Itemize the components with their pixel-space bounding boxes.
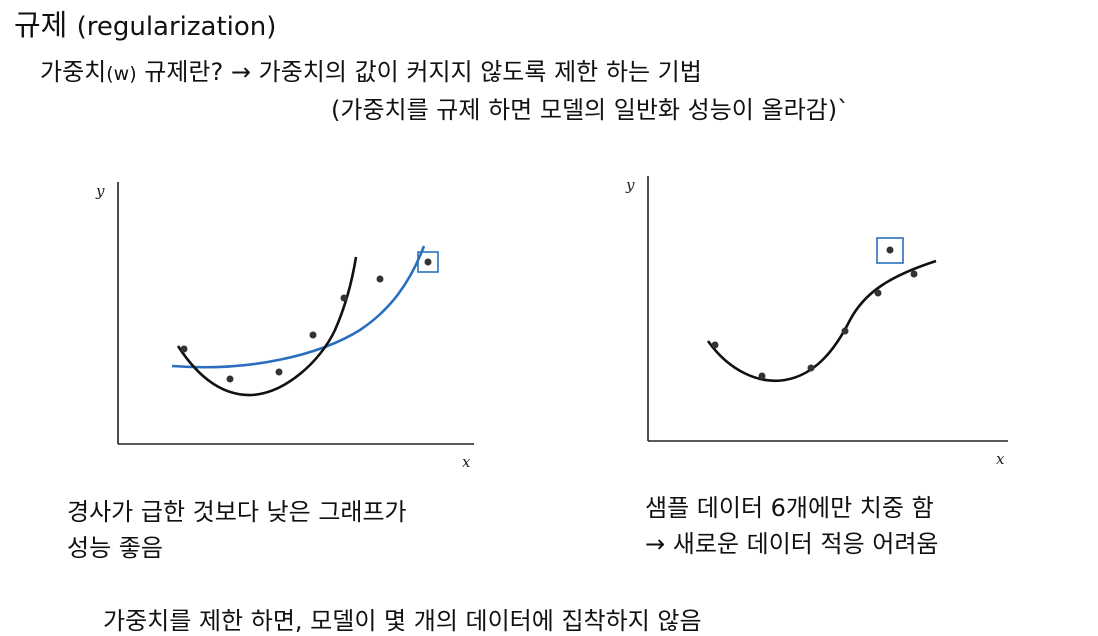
definition-arrow: →	[230, 58, 251, 86]
right-caption-arrow: →	[645, 530, 666, 558]
right-plot-point	[807, 364, 815, 372]
right-caption-line2-row: → 새로운 데이터 적응 어려움	[645, 526, 939, 562]
definition-meaning: 가중치의 값이 커지지 않도록 제한 하는 기법	[258, 58, 702, 86]
right-plot-x-label: x	[996, 450, 1005, 468]
definition-term-tail: 규제란?	[136, 58, 224, 86]
definition-term: 가중치	[40, 58, 107, 86]
left-plot-point	[424, 258, 432, 266]
title-sub: (regularization)	[76, 12, 277, 42]
definition-note: (가중치를 규제 하면 모델의 일반화 성능이 올라감)`	[331, 96, 850, 124]
right-plot-point	[711, 341, 719, 349]
bottom-note: 가중치를 제한 하면, 모델이 몇 개의 데이터에 집착하지 않음	[103, 607, 702, 635]
definition-term-sub: (w)	[106, 63, 137, 85]
left-plot-steep-curve	[176, 256, 358, 397]
title-main: 규제	[14, 8, 68, 42]
right-plot-point	[874, 289, 882, 297]
left-plot-point	[226, 375, 234, 383]
left-plot-point	[180, 345, 188, 353]
right-caption-line1: 샘플 데이터 6개에만 치중 함	[645, 494, 934, 522]
left-plot-point	[275, 368, 283, 376]
right-plot-point	[886, 246, 894, 254]
right-plot-point	[910, 270, 918, 278]
left-plot-point	[340, 294, 348, 302]
left-plot-x-label: x	[462, 453, 471, 471]
page-title: 규제 (regularization)	[14, 2, 276, 44]
left-plot-point	[376, 275, 384, 283]
left-caption-line2: 성능 좋음	[67, 534, 163, 562]
left-plot-smooth-curve	[171, 245, 426, 369]
left-plot-point	[309, 331, 317, 339]
left-plot-highlight-box	[417, 251, 439, 273]
right-plot-curve	[706, 259, 937, 383]
left-plot-caption: 경사가 급한 것보다 낮은 그래프가 성능 좋음	[67, 494, 407, 566]
right-plot-y-label: y	[625, 176, 635, 194]
right-plot: y x	[625, 176, 1008, 468]
right-plot-point	[758, 372, 766, 380]
right-caption-line2: 새로운 데이터 적응 어려움	[672, 530, 939, 558]
right-plot-highlight-box	[876, 237, 904, 264]
right-plot-caption: 샘플 데이터 6개에만 치중 함 → 새로운 데이터 적응 어려움	[645, 490, 939, 562]
left-plot-y-label: y	[95, 182, 105, 200]
definition-line: 가중치(w) 규제란? → 가중치의 값이 커지지 않도록 제한 하는 기법	[40, 52, 702, 87]
left-plot: y x	[95, 182, 474, 471]
right-plot-point	[841, 327, 849, 335]
left-caption-line1: 경사가 급한 것보다 낮은 그래프가	[67, 498, 407, 526]
